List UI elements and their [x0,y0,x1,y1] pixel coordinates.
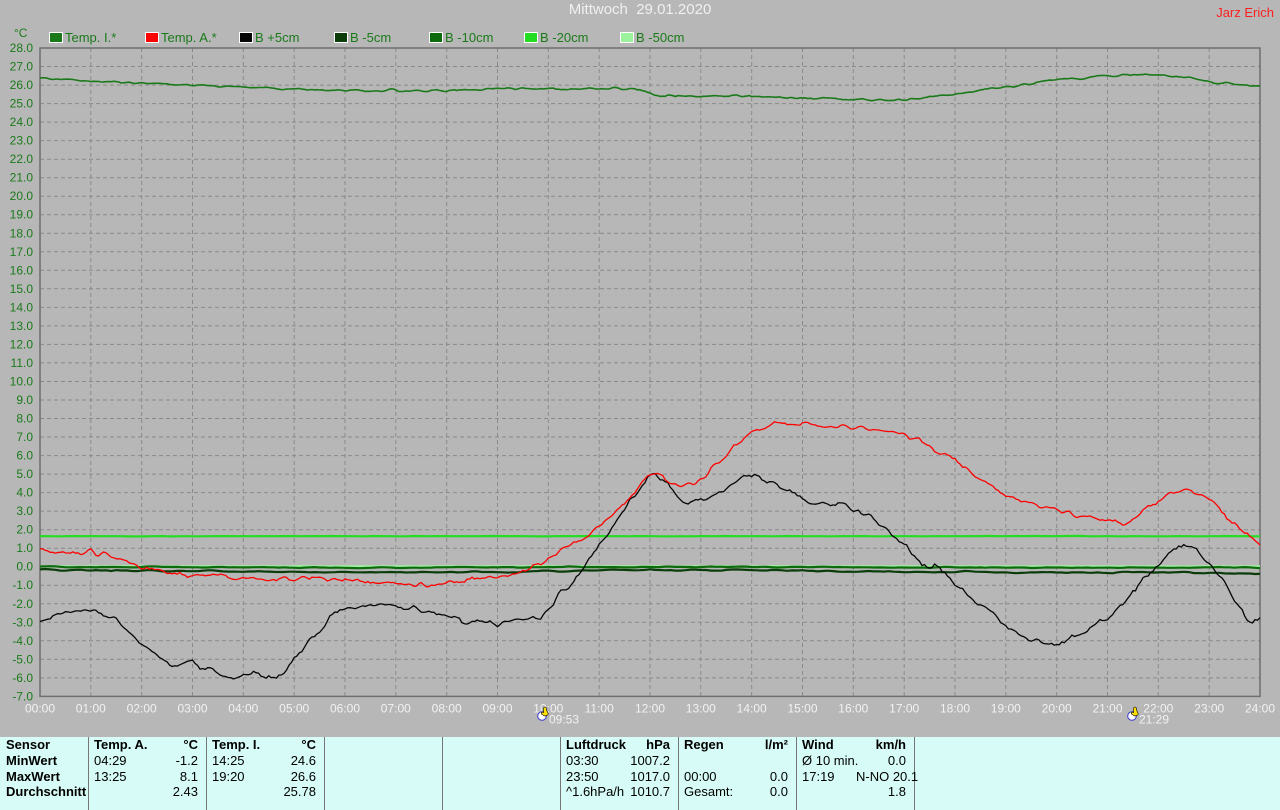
svg-text:08:00: 08:00 [432,701,462,715]
svg-text:4.0: 4.0 [16,486,33,500]
svg-text:05:00: 05:00 [279,701,309,715]
svg-text:19.0: 19.0 [10,208,34,222]
svg-text:11.0: 11.0 [11,356,34,370]
svg-text:00:00: 00:00 [25,701,55,715]
svg-text:15:00: 15:00 [787,701,817,715]
svg-text:1.0: 1.0 [16,541,33,555]
svg-text:-6.0: -6.0 [12,671,33,685]
svg-text:13:00: 13:00 [686,701,716,715]
svg-text:7.0: 7.0 [16,430,33,444]
svg-text:15.0: 15.0 [10,282,34,296]
svg-text:19:00: 19:00 [991,701,1021,715]
svg-text:18:00: 18:00 [940,701,970,715]
svg-text:24.0: 24.0 [10,115,34,129]
svg-text:16.0: 16.0 [10,263,34,277]
svg-text:09:53: 09:53 [549,713,579,727]
svg-text:22.0: 22.0 [10,152,34,166]
svg-text:5.0: 5.0 [16,467,33,481]
svg-text:-5.0: -5.0 [12,652,33,666]
svg-text:-3.0: -3.0 [12,615,33,629]
svg-text:26.0: 26.0 [10,78,34,92]
svg-text:06:00: 06:00 [330,701,360,715]
svg-text:17.0: 17.0 [10,245,34,259]
svg-text:3.0: 3.0 [16,504,33,518]
svg-text:28.0: 28.0 [10,41,34,55]
svg-text:-4.0: -4.0 [12,634,33,648]
svg-text:20:00: 20:00 [1042,701,1072,715]
svg-text:03:00: 03:00 [177,701,207,715]
svg-text:20.0: 20.0 [10,189,34,203]
svg-text:12.0: 12.0 [10,337,34,351]
svg-text:14:00: 14:00 [737,701,767,715]
svg-text:14.0: 14.0 [10,300,34,314]
svg-text:23.0: 23.0 [10,134,34,148]
svg-text:6.0: 6.0 [16,449,33,463]
svg-text:9.0: 9.0 [16,393,33,407]
svg-text:-1.0: -1.0 [12,578,33,592]
svg-text:2.0: 2.0 [16,523,33,537]
svg-text:27.0: 27.0 [10,60,34,74]
svg-text:07:00: 07:00 [381,701,411,715]
svg-text:0.0: 0.0 [16,560,33,574]
svg-text:-2.0: -2.0 [12,597,33,611]
svg-text:25.0: 25.0 [10,97,34,111]
svg-text:18.0: 18.0 [10,226,34,240]
svg-text:10.0: 10.0 [10,375,34,389]
svg-text:01:00: 01:00 [76,701,106,715]
svg-text:24:00: 24:00 [1245,701,1275,715]
svg-text:21:00: 21:00 [1092,701,1122,715]
svg-text:21.0: 21.0 [10,171,34,185]
svg-text:04:00: 04:00 [228,701,258,715]
svg-text:17:00: 17:00 [889,701,919,715]
svg-text:12:00: 12:00 [635,701,665,715]
svg-text:09:00: 09:00 [482,701,512,715]
svg-text:02:00: 02:00 [127,701,157,715]
svg-text:13.0: 13.0 [10,319,34,333]
svg-text:11:00: 11:00 [585,701,614,715]
svg-text:8.0: 8.0 [16,412,33,426]
svg-text:21:29: 21:29 [1139,713,1169,727]
svg-text:23:00: 23:00 [1194,701,1224,715]
svg-text:16:00: 16:00 [838,701,868,715]
